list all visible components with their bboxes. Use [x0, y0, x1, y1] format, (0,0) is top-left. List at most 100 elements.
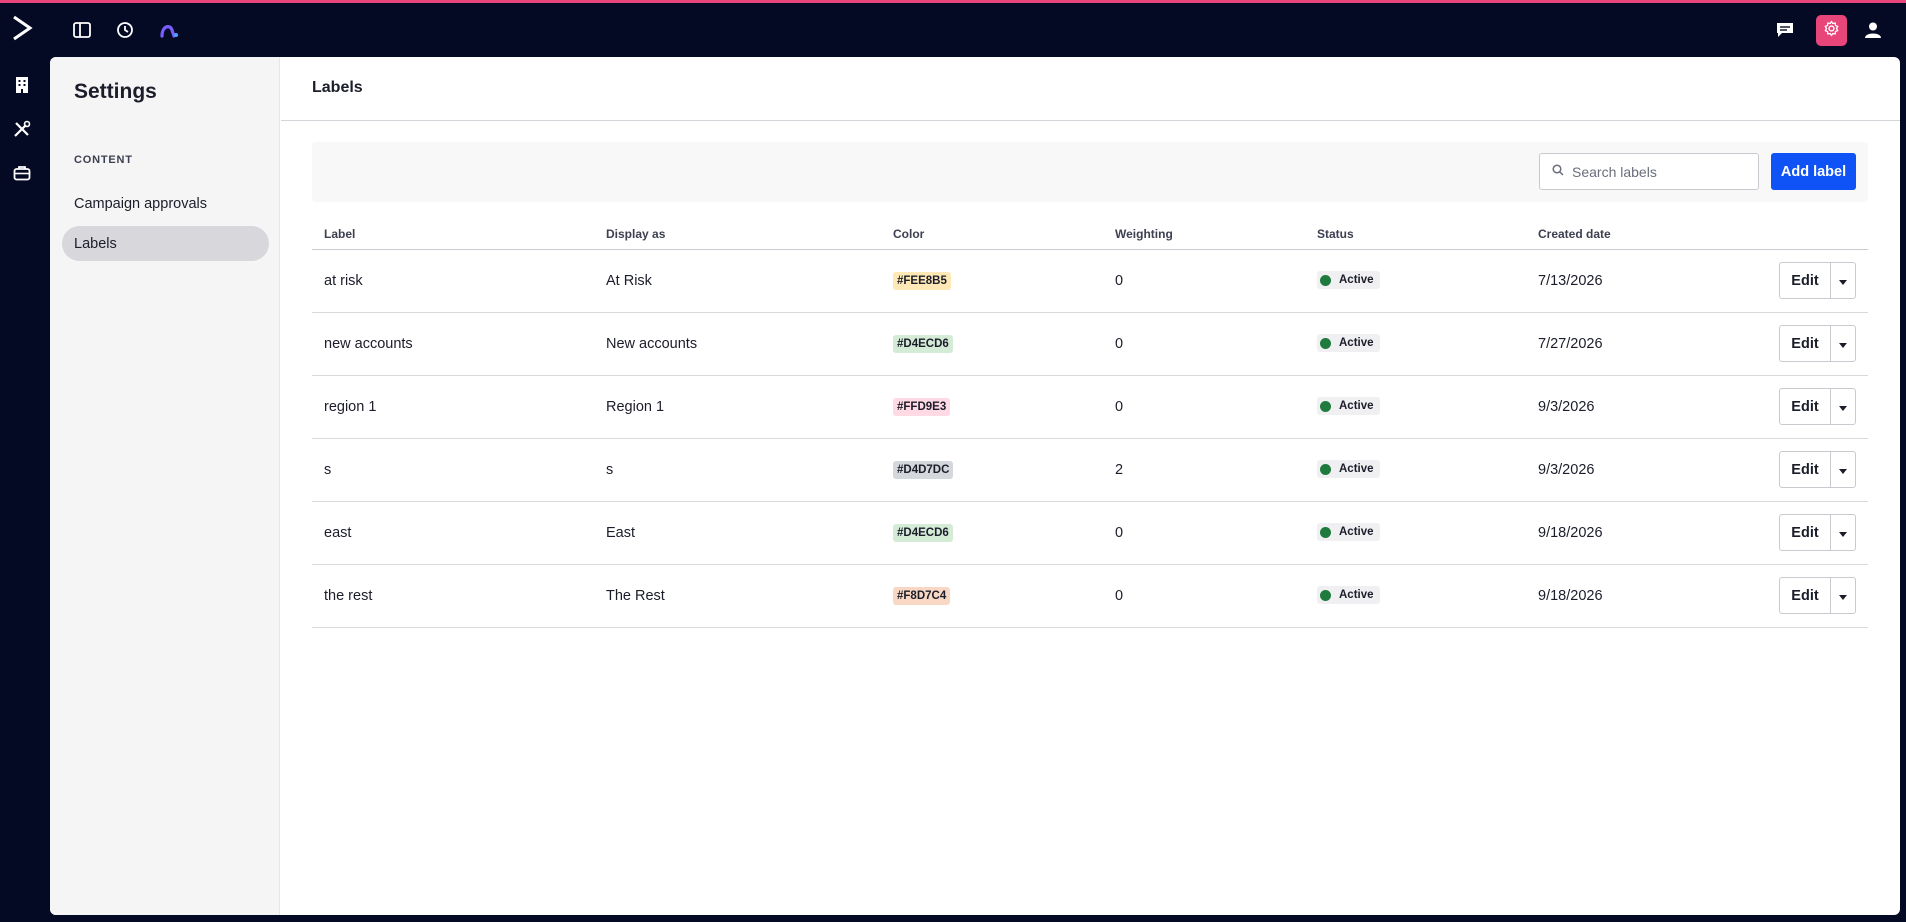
section-label-content: CONTENT: [74, 154, 133, 166]
color-swatch: #D4ECD6: [893, 523, 953, 542]
label-cell: east: [312, 501, 594, 565]
weighting-cell: 0: [1103, 249, 1305, 313]
more-actions-dropdown[interactable]: [1831, 263, 1855, 298]
edit-button[interactable]: Edit: [1780, 389, 1831, 424]
edit-split-button: Edit: [1779, 325, 1856, 362]
chevron-down-icon: [1839, 525, 1847, 541]
edit-button[interactable]: Edit: [1780, 326, 1831, 361]
status-badge: Active: [1317, 397, 1380, 416]
display-as-cell: The Rest: [594, 564, 881, 628]
actions-cell: Edit: [1748, 438, 1868, 502]
sidebar-item-label: Labels: [74, 235, 117, 252]
top-bar: [0, 3, 1906, 57]
color-cell: #F8D7C4: [881, 564, 1103, 628]
display-as-cell: New accounts: [594, 312, 881, 376]
sidebar-item-label: Campaign approvals: [74, 195, 207, 212]
edit-split-button: Edit: [1779, 514, 1856, 551]
color-cell: #FFD9E3: [881, 375, 1103, 439]
search-input[interactable]: [1572, 163, 1742, 180]
created-date-cell: 9/3/2026: [1526, 375, 1748, 439]
status-cell: Active: [1305, 564, 1526, 628]
content-header: Labels: [281, 57, 1900, 121]
created-date-cell: 9/3/2026: [1526, 438, 1748, 502]
search-icon: [1552, 163, 1564, 181]
search-box[interactable]: [1539, 153, 1759, 190]
edit-split-button: Edit: [1779, 388, 1856, 425]
color-cell: #D4D7DC: [881, 438, 1103, 502]
settings-button[interactable]: [1816, 15, 1847, 46]
edit-button[interactable]: Edit: [1780, 578, 1831, 613]
settings-sidebar: Settings CONTENT Campaign approvals Labe…: [50, 57, 280, 915]
status-badge: Active: [1317, 586, 1380, 605]
column-header-label[interactable]: Label: [312, 219, 594, 250]
table-row: east East #D4ECD6 0 Active 9/18/2026 Edit: [312, 501, 1868, 565]
color-cell: #FEE8B5: [881, 249, 1103, 313]
briefcase-icon[interactable]: [11, 162, 33, 184]
status-text: Active: [1339, 274, 1374, 287]
color-swatch: #FFD9E3: [893, 397, 951, 416]
status-text: Active: [1339, 526, 1374, 539]
status-dot-icon: [1320, 400, 1331, 412]
column-header-display-as[interactable]: Display as: [594, 219, 881, 250]
table-header-row: Label Display as Color Weighting Status …: [312, 219, 1868, 250]
column-header-actions: [1748, 219, 1868, 250]
panel-toggle-icon[interactable]: [71, 19, 93, 41]
sidebar-item-labels[interactable]: Labels: [62, 226, 269, 261]
weighting-cell: 0: [1103, 564, 1305, 628]
tools-icon[interactable]: [11, 118, 33, 140]
more-actions-dropdown[interactable]: [1831, 326, 1855, 361]
sidebar-title: Settings: [74, 80, 157, 103]
actions-cell: Edit: [1748, 501, 1868, 565]
weighting-cell: 0: [1103, 375, 1305, 439]
actions-cell: Edit: [1748, 312, 1868, 376]
label-cell: new accounts: [312, 312, 594, 376]
add-label-button[interactable]: Add label: [1771, 153, 1856, 190]
table-row: s s #D4D7DC 2 Active 9/3/2026 Edit: [312, 438, 1868, 502]
table-row: new accounts New accounts #D4ECD6 0 Active 7/…: [312, 312, 1868, 376]
status-text: Active: [1339, 337, 1374, 350]
edit-split-button: Edit: [1779, 262, 1856, 299]
edit-button[interactable]: Edit: [1780, 452, 1831, 487]
column-header-color[interactable]: Color: [881, 219, 1103, 250]
status-dot-icon: [1320, 337, 1331, 349]
gear-icon: [1823, 20, 1840, 42]
display-as-cell: East: [594, 501, 881, 565]
actions-cell: Edit: [1748, 564, 1868, 628]
display-as-cell: s: [594, 438, 881, 502]
more-actions-dropdown[interactable]: [1831, 452, 1855, 487]
table-row: region 1 Region 1 #FFD9E3 0 Active 9/3/2026 Ed…: [312, 375, 1868, 439]
created-date-cell: 7/27/2026: [1526, 312, 1748, 376]
status-text: Active: [1339, 400, 1374, 413]
status-cell: Active: [1305, 438, 1526, 502]
created-date-cell: 7/13/2026: [1526, 249, 1748, 313]
page-title: Labels: [312, 79, 363, 96]
status-cell: Active: [1305, 249, 1526, 313]
color-cell: #D4ECD6: [881, 501, 1103, 565]
sidebar-item-campaign-approvals[interactable]: Campaign approvals: [62, 186, 269, 221]
status-cell: Active: [1305, 375, 1526, 439]
status-badge: Active: [1317, 523, 1380, 542]
recent-history-icon[interactable]: [114, 19, 136, 41]
status-badge: Active: [1317, 460, 1380, 479]
logo-icon[interactable]: [10, 13, 36, 43]
edit-split-button: Edit: [1779, 577, 1856, 614]
status-badge: Active: [1317, 271, 1380, 290]
edit-button[interactable]: Edit: [1780, 263, 1831, 298]
more-actions-dropdown[interactable]: [1831, 389, 1855, 424]
label-cell: region 1: [312, 375, 594, 439]
user-icon[interactable]: [1862, 19, 1884, 41]
labels-content: Labels Add label Label Display as Color …: [281, 57, 1900, 915]
column-header-weighting[interactable]: Weighting: [1103, 219, 1305, 250]
status-cell: Active: [1305, 501, 1526, 565]
display-as-cell: At Risk: [594, 249, 881, 313]
edit-button[interactable]: Edit: [1780, 515, 1831, 550]
column-header-created-date[interactable]: Created date: [1526, 219, 1748, 250]
table-row: at risk At Risk #FEE8B5 0 Active 7/13/2026 Edi…: [312, 249, 1868, 313]
column-header-status[interactable]: Status: [1305, 219, 1526, 250]
brand-glyph-icon[interactable]: [159, 19, 181, 41]
more-actions-dropdown[interactable]: [1831, 578, 1855, 613]
color-swatch: #D4D7DC: [893, 460, 954, 479]
building-icon[interactable]: [11, 74, 33, 96]
more-actions-dropdown[interactable]: [1831, 515, 1855, 550]
chat-icon[interactable]: [1774, 19, 1796, 41]
